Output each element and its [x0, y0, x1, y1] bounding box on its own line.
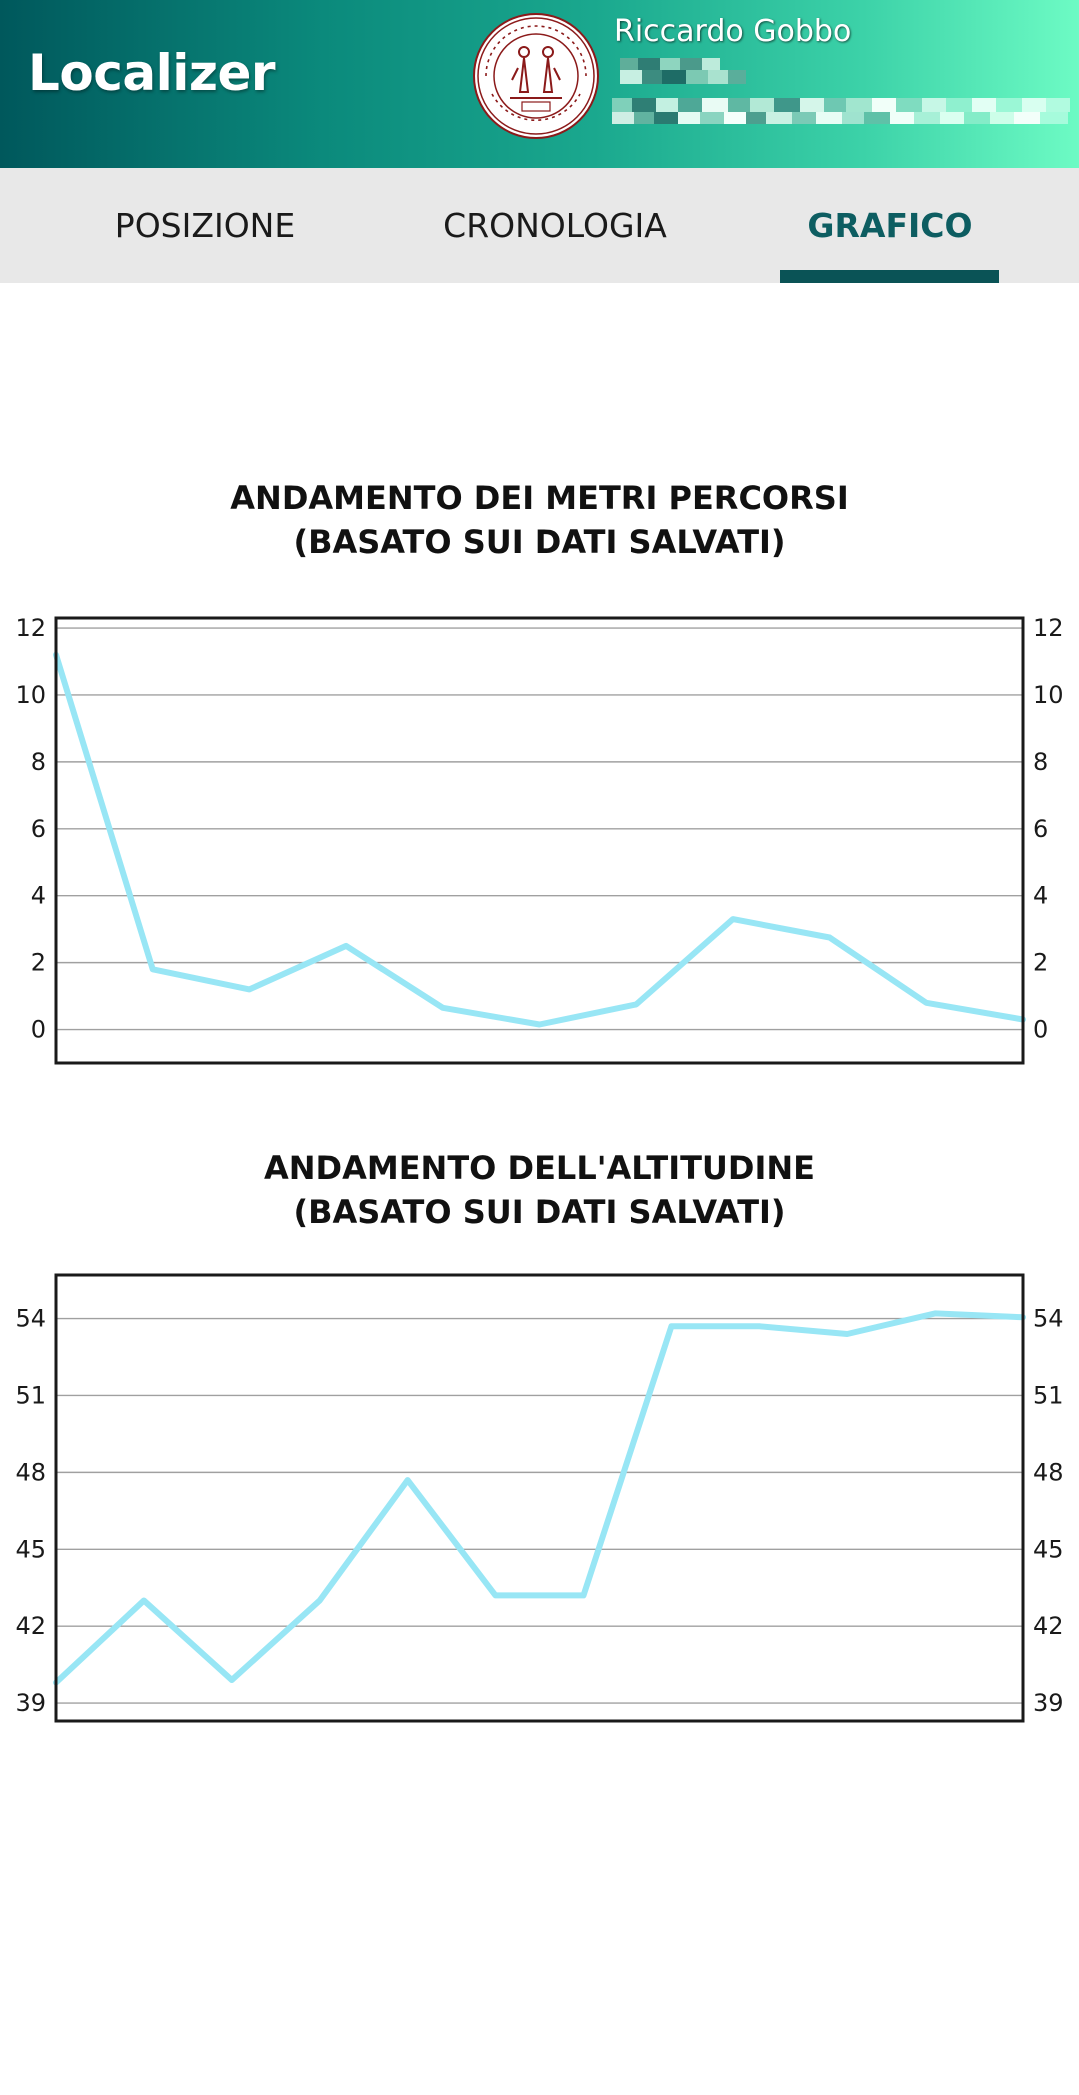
y-tick-label-right: 54	[1033, 1305, 1064, 1333]
tab-cronologia-label: CRONOLOGIA	[443, 206, 667, 245]
y-tick-label-left: 6	[31, 815, 46, 843]
y-tick-label-left: 48	[15, 1458, 46, 1486]
app-bar: Localizer Riccardo Gobbo	[0, 0, 1079, 168]
y-tick-label-left: 51	[15, 1381, 46, 1409]
y-tick-label-right: 39	[1033, 1689, 1064, 1717]
chart-altitude-title-line2: (BASATO SUI DATI SALVATI)	[293, 1193, 786, 1231]
y-tick-label-right: 45	[1033, 1535, 1064, 1563]
y-tick-label-left: 8	[31, 748, 46, 776]
y-tick-label-right: 2	[1033, 949, 1048, 977]
distance-line-chart: 0 0 2 2 4 4 6 6 8 8 10 10 12 12	[15, 614, 1064, 1065]
plot-frame	[54, 616, 1025, 1065]
y-tick-label-left: 4	[31, 882, 46, 910]
plot-frame	[54, 1273, 1025, 1723]
y-tick-label-right: 10	[1033, 681, 1064, 709]
tab-grafico-label: GRAFICO	[807, 206, 973, 245]
y-tick-label-left: 12	[15, 614, 46, 642]
tab-posizione-label: POSIZIONE	[114, 206, 296, 245]
user-name: Riccardo Gobbo	[614, 14, 852, 49]
y-tick-label-left: 45	[15, 1535, 46, 1563]
chart-distance-title: ANDAMENTO DEI METRI PERCORSI (BASATO SUI…	[0, 476, 1079, 564]
y-tick-label-left: 10	[15, 681, 46, 709]
university-seal-logo	[473, 13, 599, 139]
altitude-line-chart: 39 39 42 42 45 45 48 48 51 51 54 54	[15, 1273, 1064, 1723]
chart-altitude-title: ANDAMENTO DELL'ALTITUDINE (BASATO SUI DA…	[0, 1146, 1079, 1234]
y-tick-label-right: 6	[1033, 815, 1048, 843]
chart-altitude-title-line1: ANDAMENTO DELL'ALTITUDINE	[263, 1149, 816, 1187]
y-tick-label-right: 42	[1033, 1612, 1064, 1640]
tab-posizione[interactable]: POSIZIONE	[60, 168, 350, 283]
y-tick-label-left: 54	[15, 1305, 46, 1333]
data-series-line	[53, 651, 1026, 1028]
y-tick-label-left: 42	[15, 1612, 46, 1640]
tab-bar: POSIZIONE CRONOLOGIA GRAFICO	[0, 168, 1079, 283]
y-tick-label-right: 12	[1033, 614, 1064, 642]
y-tick-label-left: 0	[31, 1016, 46, 1044]
app-title: Localizer	[28, 44, 276, 102]
y-tick-label-left: 39	[15, 1689, 46, 1717]
active-tab-indicator	[780, 270, 999, 283]
tab-cronologia[interactable]: CRONOLOGIA	[410, 168, 700, 283]
y-tick-label-right: 4	[1033, 882, 1048, 910]
chart-distance-title-line2: (BASATO SUI DATI SALVATI)	[293, 523, 786, 561]
y-tick-label-right: 51	[1033, 1381, 1064, 1409]
y-tick-label-left: 2	[31, 949, 46, 977]
y-tick-label-right: 0	[1033, 1016, 1048, 1044]
y-tick-label-right: 48	[1033, 1458, 1064, 1486]
data-series-line	[53, 1310, 1026, 1686]
tab-grafico[interactable]: GRAFICO	[760, 168, 1020, 283]
y-tick-label-right: 8	[1033, 748, 1048, 776]
chart-distance-title-line1: ANDAMENTO DEI METRI PERCORSI	[230, 479, 849, 517]
